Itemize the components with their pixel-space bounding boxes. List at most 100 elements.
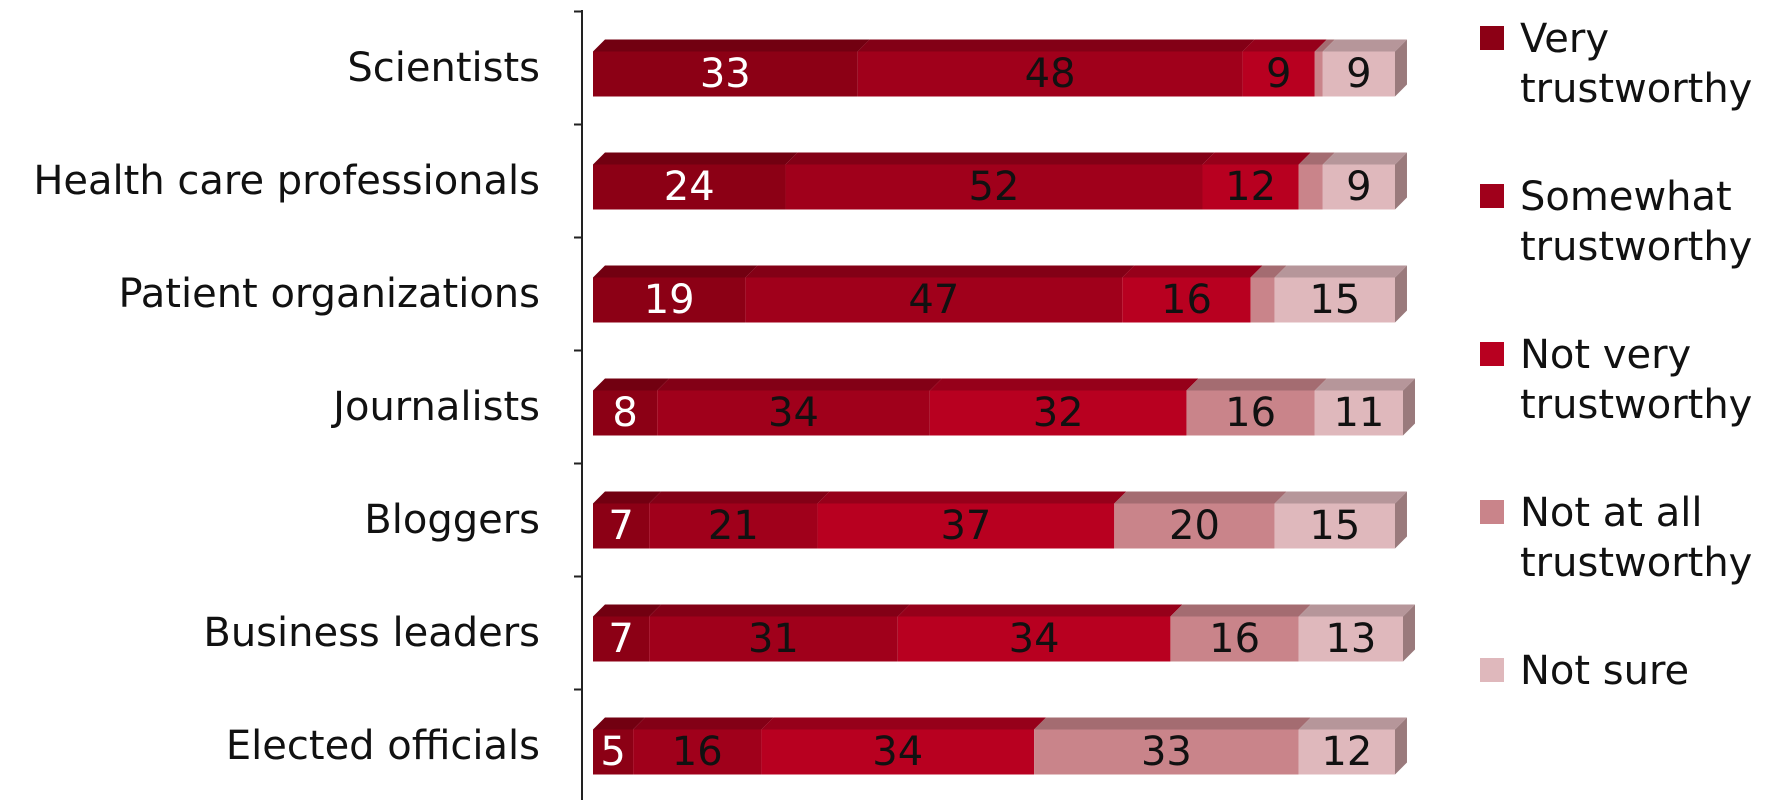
bar-top: [929, 378, 1199, 391]
bar: [649, 503, 818, 549]
bar-top-shade: [1274, 265, 1407, 278]
category-label: Business leaders: [203, 610, 540, 656]
value-label: 16: [1225, 390, 1276, 436]
bar-segment: [593, 152, 798, 210]
bar-top-shade: [1274, 491, 1407, 504]
bar-top-shade: [785, 152, 1215, 165]
value-label: 11: [1333, 390, 1384, 436]
bar-top-shade: [593, 39, 870, 52]
bar-top-shade: [1250, 265, 1287, 278]
value-label: 16: [1161, 277, 1212, 323]
bar-segment: [633, 717, 774, 775]
category-label: Elected officials: [226, 723, 540, 769]
value-label: 19: [644, 277, 695, 323]
bar: [1122, 277, 1251, 323]
value-label: 13: [1325, 616, 1376, 662]
bar-top: [1034, 717, 1311, 730]
value-label: 33: [1141, 729, 1192, 775]
bar-top-shade: [1122, 265, 1263, 278]
value-label: 8: [612, 390, 637, 436]
bar-top: [1274, 265, 1407, 278]
bar-top-shade: [1314, 39, 1335, 52]
bar: [1298, 729, 1395, 775]
legend-label: Somewhat trustworthy: [1520, 174, 1753, 270]
bar-side: [1394, 717, 1407, 775]
bar: [1202, 164, 1299, 210]
bar-segment: [857, 39, 1255, 97]
bar-top: [593, 152, 798, 165]
value-label: 15: [1309, 503, 1360, 549]
bar-top-shade: [1298, 604, 1415, 617]
legend-swatch: [1480, 26, 1504, 50]
value-label: 12: [1321, 729, 1372, 775]
legend-swatch: [1480, 658, 1504, 682]
value-label: 9: [1346, 164, 1371, 210]
bar: [649, 616, 898, 662]
bar-top-shade: [593, 265, 758, 278]
bar: [593, 503, 650, 549]
bar: [593, 164, 786, 210]
value-label: 32: [1033, 390, 1084, 436]
bar-top-shade: [593, 717, 646, 730]
bar-top: [593, 491, 662, 504]
bar-top-shade: [1034, 717, 1311, 730]
bar-top: [649, 491, 830, 504]
bar-top: [1322, 152, 1407, 165]
bar-top-shade: [593, 152, 798, 165]
value-label: 12: [1225, 164, 1276, 210]
bar-top-shade: [633, 717, 774, 730]
value-label: 47: [908, 277, 959, 323]
bar: [1170, 616, 1299, 662]
bar-top: [1202, 152, 1311, 165]
bar: [593, 729, 634, 775]
value-label: 34: [1009, 616, 1060, 662]
value-label: 16: [672, 729, 723, 775]
bar: [1322, 164, 1395, 210]
bar-top-shade: [649, 491, 830, 504]
bar-top-shade: [857, 39, 1255, 52]
category-label: Scientists: [347, 45, 540, 91]
bar-segment: [649, 491, 830, 549]
value-label: 33: [700, 51, 751, 97]
bar-top: [1122, 265, 1263, 278]
bar-top: [633, 717, 774, 730]
bar-top: [593, 604, 662, 617]
bar-top: [593, 265, 758, 278]
bar: [657, 390, 930, 436]
bar: [593, 616, 650, 662]
bar-top: [593, 717, 646, 730]
bar: [1322, 51, 1395, 97]
bar-top: [817, 491, 1127, 504]
bar-top-shade: [593, 378, 670, 391]
bar: [817, 503, 1115, 549]
bar-side: [1394, 491, 1407, 549]
bar-segment: [1322, 152, 1407, 210]
value-label: 16: [1209, 616, 1260, 662]
category-label: Journalists: [330, 384, 540, 430]
bar: [593, 277, 746, 323]
value-label: 7: [608, 616, 633, 662]
category-label: Patient organizations: [118, 271, 540, 317]
legend-item: Not at all trustworthy: [1480, 488, 1770, 588]
bar-segment: [1274, 265, 1407, 323]
value-label: 21: [708, 503, 759, 549]
bar-top-shade: [897, 604, 1183, 617]
bar-top: [761, 717, 1047, 730]
bar-segment: [593, 265, 758, 323]
value-label: 9: [1346, 51, 1371, 97]
bar-side: [1403, 604, 1415, 662]
bar-top: [745, 265, 1135, 278]
bar-top-shade: [649, 604, 910, 617]
value-label: 5: [600, 729, 625, 775]
bar: [745, 277, 1123, 323]
bar-top: [1314, 39, 1335, 52]
legend-label: Very trustworthy: [1520, 16, 1753, 112]
bar-top-shade: [1186, 378, 1327, 391]
bar-top: [1322, 39, 1407, 52]
bar-top: [1186, 378, 1327, 391]
bar-top: [897, 604, 1183, 617]
bar: [1114, 503, 1275, 549]
bar: [761, 729, 1035, 775]
